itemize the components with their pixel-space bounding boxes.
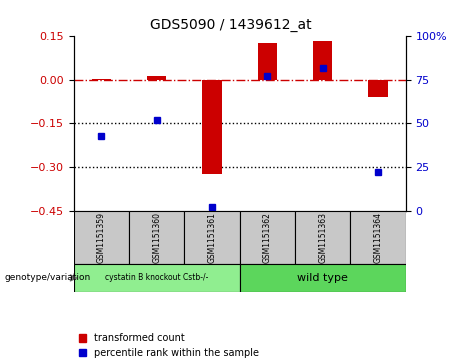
Bar	[184, 211, 240, 264]
Text: GSM1151361: GSM1151361	[207, 212, 217, 262]
Bar	[74, 211, 129, 264]
Bar	[129, 211, 184, 264]
Bar	[313, 41, 332, 80]
Bar	[92, 79, 111, 80]
Text: wild type: wild type	[297, 273, 348, 283]
Bar	[350, 211, 406, 264]
Text: cystatin B knockout Cstb-/-: cystatin B knockout Cstb-/-	[105, 273, 208, 282]
Bar	[202, 80, 222, 174]
Bar	[258, 43, 277, 80]
Text: genotype/variation: genotype/variation	[5, 273, 91, 282]
Text: GSM1151362: GSM1151362	[263, 212, 272, 262]
Bar	[74, 264, 240, 292]
Bar	[295, 211, 350, 264]
Text: GSM1151360: GSM1151360	[152, 212, 161, 262]
Bar	[147, 76, 166, 80]
Bar	[240, 264, 406, 292]
Text: GSM1151363: GSM1151363	[318, 212, 327, 262]
Text: GDS5090 / 1439612_at: GDS5090 / 1439612_at	[150, 19, 311, 32]
Text: GSM1151359: GSM1151359	[97, 212, 106, 262]
Bar	[368, 80, 388, 97]
Legend: transformed count, percentile rank within the sample: transformed count, percentile rank withi…	[79, 333, 259, 358]
Text: GSM1151364: GSM1151364	[373, 212, 383, 262]
Bar	[240, 211, 295, 264]
